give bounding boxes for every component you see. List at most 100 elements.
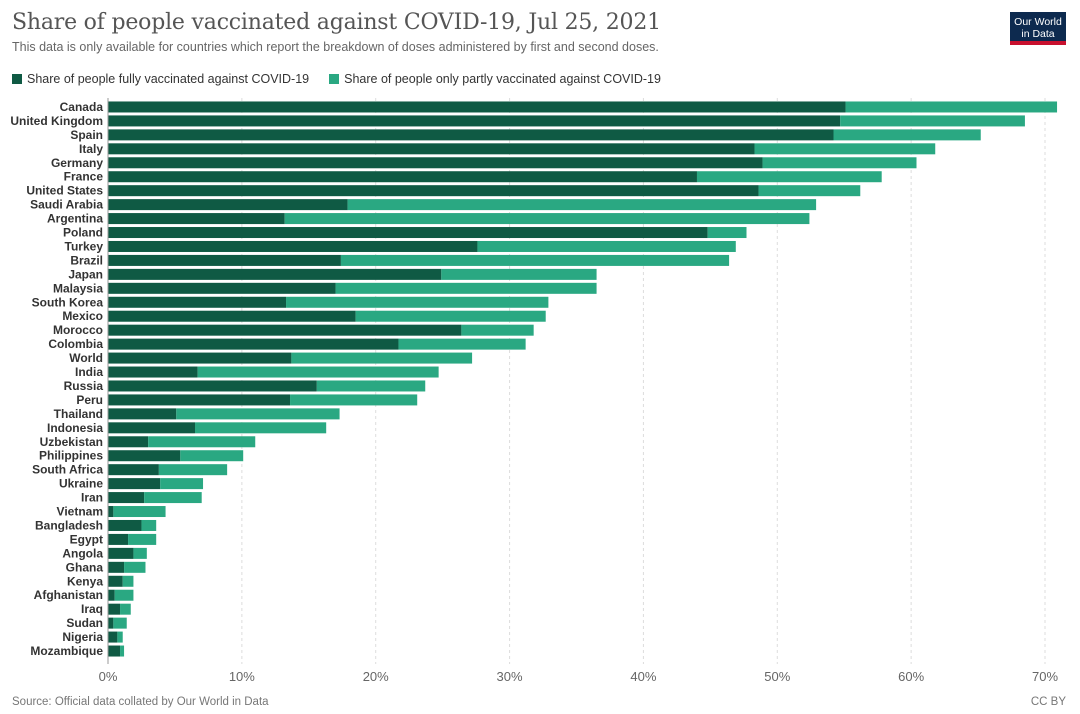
chart-title: Share of people vaccinated against COVID… [12, 10, 661, 35]
bar-fully-vaccinated [108, 199, 348, 211]
category-label: Ghana [66, 560, 104, 574]
bar-fully-vaccinated [108, 171, 697, 183]
bar-partly-vaccinated [762, 157, 917, 169]
logo-line-2: in Data [1021, 28, 1055, 40]
bar-fully-vaccinated [108, 380, 317, 392]
bar-fully-vaccinated [108, 324, 462, 336]
bar-partly-vaccinated [707, 227, 747, 239]
category-label: Vietnam [57, 505, 103, 519]
bar-fully-vaccinated [108, 645, 121, 657]
category-label: Thailand [54, 407, 103, 421]
category-label: Philippines [39, 449, 103, 463]
bar-fully-vaccinated [108, 617, 114, 629]
bar-fully-vaccinated [108, 101, 846, 113]
bar-partly-vaccinated [113, 617, 127, 629]
bar-fully-vaccinated [108, 296, 287, 308]
bar-fully-vaccinated [108, 129, 834, 141]
category-label: Russia [64, 379, 104, 393]
category-label: Saudi Arabia [30, 198, 103, 212]
bar-partly-vaccinated [347, 199, 817, 211]
category-label: Mozambique [30, 644, 103, 658]
bar-partly-vaccinated [441, 268, 597, 280]
category-label: World [69, 351, 103, 365]
legend-label-full: Share of people fully vaccinated against… [27, 72, 310, 86]
source-note[interactable]: Source: Official data collated by Our Wo… [12, 696, 269, 708]
legend-swatch-full [12, 74, 22, 84]
x-tick-label: 60% [898, 669, 924, 684]
bar-partly-vaccinated [120, 603, 131, 615]
category-label: Turkey [65, 239, 104, 253]
bar-partly-vaccinated [840, 115, 1025, 127]
bar-partly-vaccinated [316, 380, 426, 392]
x-tick-label: 50% [764, 669, 790, 684]
owid-logo[interactable]: Our World in Data [1010, 12, 1066, 45]
bar-fully-vaccinated [108, 492, 145, 504]
bar-partly-vaccinated [845, 101, 1058, 113]
bar-fully-vaccinated [108, 394, 291, 406]
category-label: Brazil [70, 253, 103, 267]
bar-partly-vaccinated [477, 240, 736, 252]
bar-partly-vaccinated [355, 310, 546, 322]
bar-partly-vaccinated [291, 352, 473, 364]
legend-label-partial: Share of people only partly vaccinated a… [344, 72, 661, 86]
category-label: Bangladesh [35, 518, 103, 532]
bar-partly-vaccinated [158, 464, 228, 476]
x-tick-label: 0% [99, 669, 118, 684]
category-label: Iran [81, 491, 103, 505]
x-tick-label: 70% [1032, 669, 1058, 684]
bar-fully-vaccinated [108, 547, 134, 559]
bar-partly-vaccinated [758, 185, 861, 197]
bar-fully-vaccinated [108, 408, 177, 420]
category-label: France [64, 170, 104, 184]
legend-item-full[interactable]: Share of people fully vaccinated against… [12, 72, 309, 86]
chart-legend: Share of people fully vaccinated against… [12, 72, 681, 86]
category-label: Canada [60, 100, 104, 114]
category-label: Colombia [48, 337, 103, 351]
bar-partly-vaccinated [286, 296, 549, 308]
bar-fully-vaccinated [108, 185, 759, 197]
x-tick-label: 30% [497, 669, 523, 684]
bar-partly-vaccinated [113, 506, 166, 518]
bar-fully-vaccinated [108, 589, 115, 601]
category-label: Iraq [81, 602, 103, 616]
category-label: Mexico [62, 309, 103, 323]
bar-fully-vaccinated [108, 254, 341, 266]
bar-fully-vaccinated [108, 282, 336, 294]
bar-partly-vaccinated [197, 366, 439, 378]
bar-partly-vaccinated [696, 171, 882, 183]
bar-fully-vaccinated [108, 227, 708, 239]
bar-partly-vaccinated [176, 408, 340, 420]
category-label: Italy [79, 142, 103, 156]
category-label: Morocco [53, 323, 103, 337]
bar-fully-vaccinated [108, 603, 121, 615]
bar-fully-vaccinated [108, 464, 159, 476]
x-tick-label: 10% [229, 669, 255, 684]
bar-fully-vaccinated [108, 450, 181, 462]
category-label: Malaysia [53, 281, 103, 295]
bar-partly-vaccinated [461, 324, 534, 336]
bar-partly-vaccinated [133, 547, 147, 559]
bar-fully-vaccinated [108, 436, 149, 448]
bar-fully-vaccinated [108, 240, 478, 252]
bar-partly-vaccinated [114, 589, 134, 601]
category-label: Peru [76, 393, 103, 407]
bar-fully-vaccinated [108, 143, 755, 155]
x-tick-label: 40% [630, 669, 656, 684]
category-label: United Kingdom [10, 114, 103, 128]
category-label: Indonesia [47, 421, 103, 435]
category-label: South Korea [32, 295, 104, 309]
legend-swatch-partial [329, 74, 340, 84]
category-label: Sudan [66, 616, 103, 630]
category-label: Egypt [70, 532, 103, 546]
category-label: South Africa [32, 463, 103, 477]
license-label[interactable]: CC BY [1030, 696, 1066, 708]
bar-partly-vaccinated [141, 519, 157, 531]
category-label: Ukraine [59, 477, 103, 491]
bar-fully-vaccinated [108, 533, 129, 545]
bar-partly-vaccinated [122, 575, 134, 587]
bar-partly-vaccinated [144, 492, 202, 504]
bar-partly-vaccinated [160, 478, 204, 490]
bar-partly-vaccinated [128, 533, 157, 545]
legend-item-partial[interactable]: Share of people only partly vaccinated a… [329, 72, 661, 86]
